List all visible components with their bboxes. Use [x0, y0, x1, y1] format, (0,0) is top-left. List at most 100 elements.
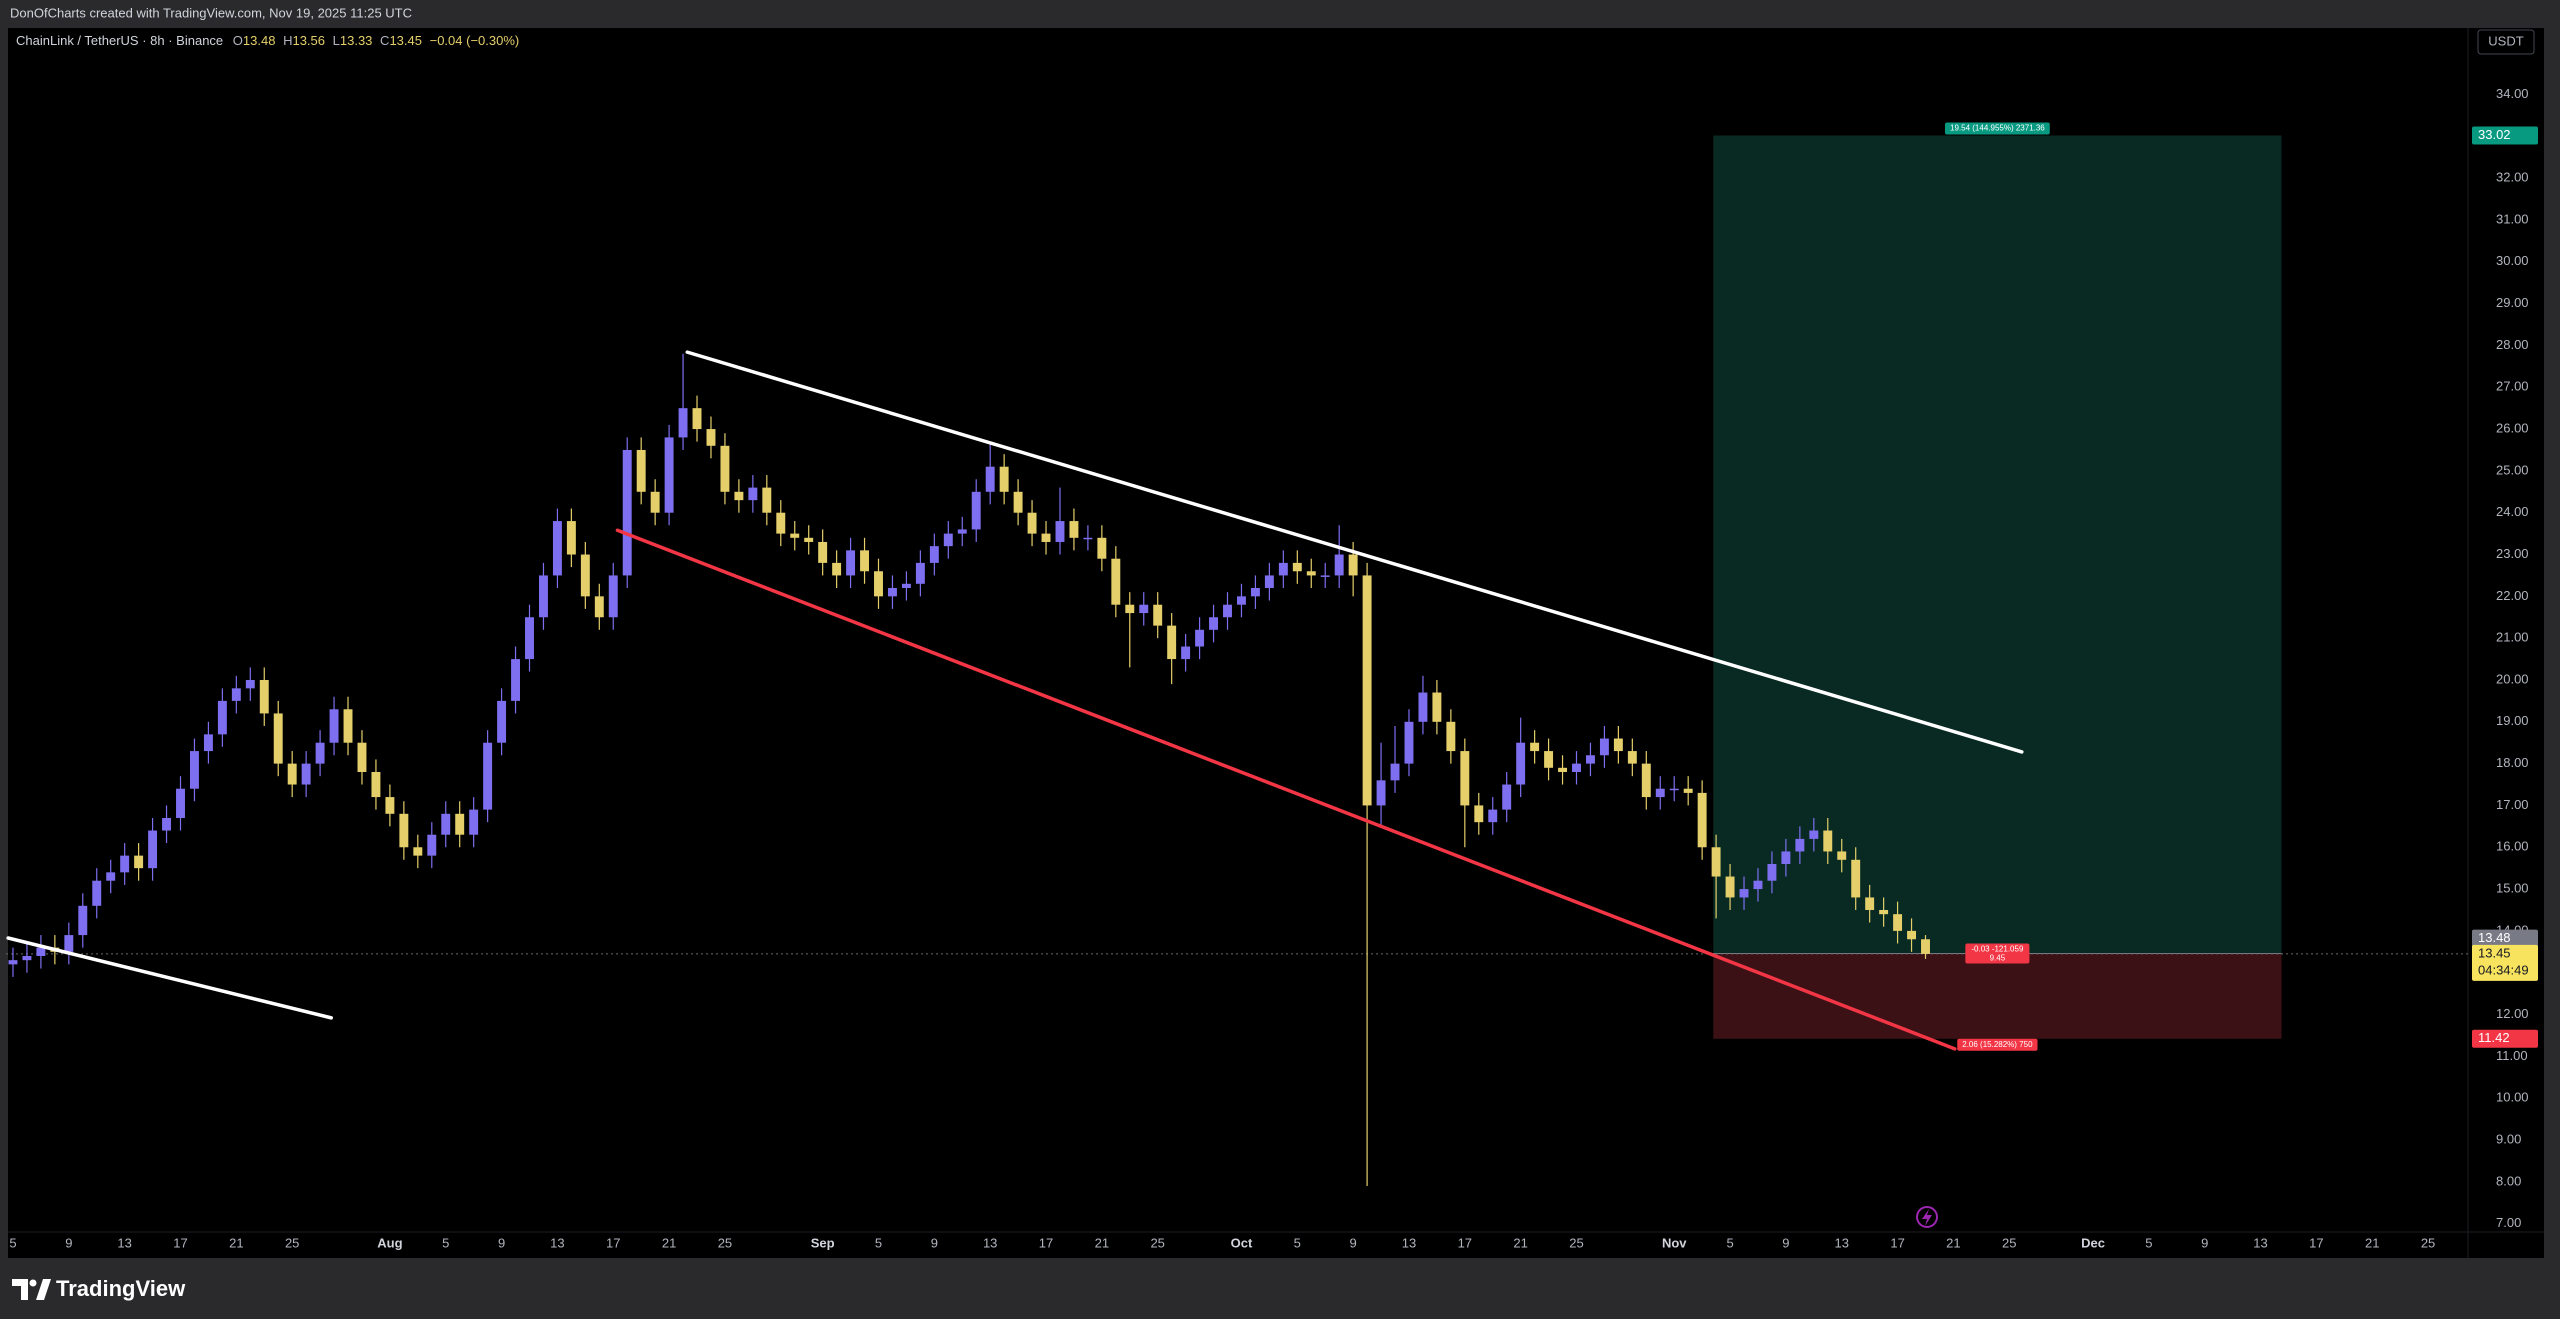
candle-body: [273, 713, 283, 764]
candle-body: [1879, 909, 1889, 915]
candle-body: [1250, 587, 1260, 597]
candle-body: [1236, 596, 1246, 605]
price-badge: [2472, 944, 2538, 981]
candle-body: [1278, 562, 1288, 576]
countdown: 04:34:49: [2478, 962, 2529, 977]
candle-body: [943, 533, 953, 547]
candle-body: [1432, 692, 1442, 722]
candle-body: [1167, 625, 1177, 660]
legend-key: L: [333, 33, 340, 48]
x-tick-label: Oct: [1231, 1235, 1253, 1250]
candle-body: [1153, 604, 1163, 626]
candle-body: [259, 679, 269, 714]
candle-body: [1362, 575, 1372, 806]
candle-body: [1111, 558, 1121, 605]
y-tick-label: 8.00: [2496, 1173, 2521, 1188]
candle-body: [1502, 784, 1512, 810]
candle-body: [455, 813, 465, 835]
y-tick-label: 10.00: [2496, 1090, 2529, 1105]
candle-body: [1474, 805, 1484, 823]
candle-body: [36, 947, 46, 956]
candle-body: [594, 596, 604, 618]
candle-body: [78, 905, 88, 936]
candle-body: [1264, 575, 1274, 588]
y-tick-label: 20.00: [2496, 671, 2529, 686]
y-tick-label: 25.00: [2496, 462, 2529, 477]
candle-body: [678, 408, 688, 438]
replay-icon[interactable]: [1916, 1206, 1938, 1228]
candle-body: [720, 445, 730, 492]
x-tick-label: Aug: [377, 1235, 402, 1250]
x-tick-label: 17: [2309, 1235, 2323, 1250]
candle-body: [1446, 721, 1456, 752]
stop-label: 2.06 (15.282%) 750: [1957, 1038, 2038, 1051]
candle-body: [1781, 851, 1791, 864]
target-zone: [1713, 135, 2282, 954]
legend-value: 13.56: [292, 33, 325, 48]
candle-body: [985, 466, 995, 492]
candle-body: [92, 880, 102, 906]
candle-body: [1223, 604, 1232, 618]
price-badge: [2472, 1029, 2538, 1048]
x-tick-label: 9: [498, 1235, 505, 1250]
candle-body: [413, 847, 423, 856]
candle-body: [552, 521, 562, 576]
candle-body: [1195, 629, 1205, 647]
candle-body: [134, 855, 144, 869]
legend-symbol: ChainLink / TetherUS · 8h · Binance: [16, 33, 223, 48]
x-tick-label: 25: [1150, 1235, 1164, 1250]
candle-body: [497, 700, 507, 743]
x-tick-label: 9: [1782, 1235, 1789, 1250]
x-tick-label: 13: [117, 1235, 131, 1250]
candle-body: [706, 429, 716, 446]
candle-body: [427, 834, 437, 856]
legend: ChainLink / TetherUS · 8h · Binance O13.…: [16, 33, 519, 48]
candle-body: [971, 491, 981, 530]
candle-body: [385, 797, 395, 814]
currency-badge[interactable]: [2477, 29, 2535, 55]
logo-shape: [36, 1279, 51, 1300]
candle-body: [1055, 521, 1065, 542]
target-label: 19.54 (144.955%) 2371.36: [1945, 122, 2050, 135]
entry-label-bg: [1965, 943, 2030, 964]
x-tick-label: 21: [2365, 1235, 2379, 1250]
candle-body: [1767, 863, 1777, 881]
candle-body: [1013, 491, 1023, 513]
brand: TradingView: [56, 1276, 186, 1301]
candle-body: [64, 935, 74, 952]
candle-body: [1837, 851, 1847, 860]
candle-body: [622, 449, 632, 576]
y-tick-label: 28.00: [2496, 337, 2529, 352]
candle-body: [538, 575, 548, 618]
candle-body: [1544, 751, 1554, 768]
stop-label-bg: [1957, 1038, 2038, 1051]
y-tick-label: 15.00: [2496, 881, 2529, 896]
candle-body: [357, 742, 367, 772]
candle-body: [818, 541, 828, 563]
candle-body: [343, 709, 353, 743]
y-tick-label: 21.00: [2496, 630, 2529, 645]
candle-body: [1041, 533, 1051, 542]
candle-body: [176, 788, 185, 818]
y-tick-label: 9.00: [2496, 1131, 2521, 1146]
candle-body: [1418, 692, 1428, 722]
candle-body: [1585, 755, 1595, 764]
x-tick-label: 5: [442, 1235, 449, 1250]
candle-body: [1488, 809, 1498, 823]
candle-body: [1865, 897, 1875, 910]
candle-body: [371, 771, 381, 798]
legend-key: H: [283, 33, 292, 48]
candle-body: [1711, 847, 1721, 877]
x-tick-label: 5: [1726, 1235, 1733, 1250]
candle-body: [1851, 859, 1861, 898]
legend-value: 13.48: [243, 33, 276, 48]
candle-body: [1655, 788, 1665, 798]
candle-body: [748, 487, 758, 501]
candle-body: [22, 955, 32, 961]
candle-body: [511, 659, 521, 701]
candle-body: [1069, 521, 1079, 538]
candle-body: [1027, 512, 1037, 534]
